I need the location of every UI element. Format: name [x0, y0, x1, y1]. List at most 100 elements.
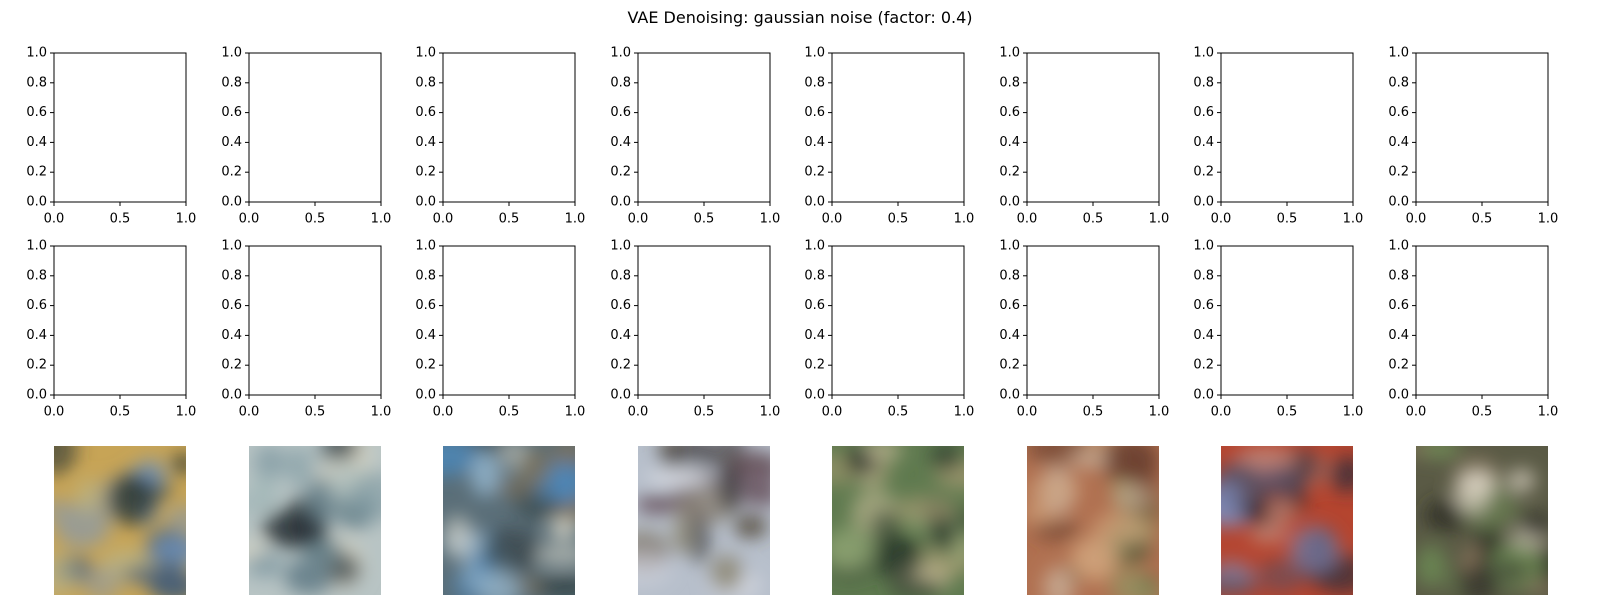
- y-tick-label-r1c5-3: 0.6: [804, 105, 825, 120]
- y-tick-label-r2c1-4: 0.8: [26, 268, 47, 283]
- x-tick-label-r2c5-1: 0.5: [888, 405, 909, 420]
- figure-title: VAE Denoising: gaussian noise (factor: 0…: [627, 8, 973, 27]
- y-tick-label-r1c7-3: 0.6: [1193, 105, 1214, 120]
- x-tick-label-r1c5-2: 1.0: [954, 212, 975, 227]
- y-tick-label-r1c4-3: 0.6: [610, 105, 631, 120]
- y-tick-label-r2c4-4: 0.8: [610, 268, 631, 283]
- axes-frame-r2c5: [831, 245, 965, 396]
- y-tick-label-r1c1-5: 1.0: [26, 46, 47, 61]
- reconstructed-image-1: [54, 446, 186, 595]
- axes-frame-r2c8: [1415, 245, 1549, 396]
- y-tick-label-r2c7-5: 1.0: [1193, 239, 1214, 254]
- y-tick-label-r1c2-4: 0.8: [221, 75, 242, 90]
- y-tick-label-r1c4-2: 0.4: [610, 135, 631, 150]
- x-tick-label-r1c2-0: 0.0: [239, 212, 260, 227]
- x-tick-label-r1c6-1: 0.5: [1083, 212, 1104, 227]
- x-tick-label-r2c5-0: 0.0: [822, 405, 843, 420]
- x-tick-label-r2c3-1: 0.5: [499, 405, 520, 420]
- x-tick-label-r2c8-2: 1.0: [1538, 405, 1559, 420]
- y-tick-label-r1c4-4: 0.8: [610, 75, 631, 90]
- image-blobs-7: [1221, 446, 1353, 595]
- x-tick-label-r1c3-1: 0.5: [499, 212, 520, 227]
- x-tick-label-r1c5-0: 0.0: [822, 212, 843, 227]
- y-tick-label-r2c5-0: 0.0: [804, 388, 825, 403]
- reconstructed-image-6: [1027, 446, 1159, 595]
- y-tick-label-r1c5-2: 0.4: [804, 135, 825, 150]
- x-tick-label-r1c4-1: 0.5: [694, 212, 715, 227]
- x-tick-label-r1c1-2: 1.0: [176, 212, 197, 227]
- y-tick-label-r1c8-2: 0.4: [1388, 135, 1409, 150]
- y-tick-label-r1c6-3: 0.6: [999, 105, 1020, 120]
- x-tick-label-r1c7-0: 0.0: [1211, 212, 1232, 227]
- x-tick-label-r2c7-2: 1.0: [1343, 405, 1364, 420]
- reconstructed-image-3: [443, 446, 575, 595]
- y-tick-label-r1c8-1: 0.2: [1388, 165, 1409, 180]
- y-tick-label-r2c2-5: 1.0: [221, 239, 242, 254]
- y-tick-label-r2c8-4: 0.8: [1388, 268, 1409, 283]
- x-tick-label-r2c4-2: 1.0: [760, 405, 781, 420]
- x-tick-label-r2c1-2: 1.0: [176, 405, 197, 420]
- axes-frame-r2c7: [1220, 245, 1354, 396]
- y-tick-label-r1c5-0: 0.0: [804, 195, 825, 210]
- axes-frame-r1c1: [53, 52, 187, 203]
- y-tick-label-r2c6-4: 0.8: [999, 268, 1020, 283]
- x-tick-label-r1c4-2: 1.0: [760, 212, 781, 227]
- axes-frame-r1c8: [1415, 52, 1549, 203]
- y-tick-label-r1c1-1: 0.2: [26, 165, 47, 180]
- y-tick-label-r1c3-4: 0.8: [415, 75, 436, 90]
- y-tick-label-r1c3-1: 0.2: [415, 165, 436, 180]
- y-tick-label-r2c1-3: 0.6: [26, 298, 47, 313]
- axes-frame-r2c1: [53, 245, 187, 396]
- x-tick-label-r1c6-0: 0.0: [1017, 212, 1038, 227]
- image-blobs-1: [54, 446, 186, 595]
- y-tick-label-r2c6-3: 0.6: [999, 298, 1020, 313]
- y-tick-label-r2c2-3: 0.6: [221, 298, 242, 313]
- y-tick-label-r1c1-4: 0.8: [26, 75, 47, 90]
- y-tick-label-r2c1-1: 0.2: [26, 358, 47, 373]
- y-tick-label-r1c5-5: 1.0: [804, 46, 825, 61]
- y-tick-label-r2c2-4: 0.8: [221, 268, 242, 283]
- x-tick-label-r2c8-1: 0.5: [1472, 405, 1493, 420]
- x-tick-label-r2c3-2: 1.0: [565, 405, 586, 420]
- y-tick-label-r1c8-5: 1.0: [1388, 46, 1409, 61]
- y-tick-label-r2c5-1: 0.2: [804, 358, 825, 373]
- axes-frame-r1c5: [831, 52, 965, 203]
- x-tick-label-r2c7-0: 0.0: [1211, 405, 1232, 420]
- y-tick-label-r1c1-3: 0.6: [26, 105, 47, 120]
- y-tick-label-r2c1-0: 0.0: [26, 388, 47, 403]
- axes-frame-r2c3: [442, 245, 576, 396]
- y-tick-label-r1c6-4: 0.8: [999, 75, 1020, 90]
- x-tick-label-r2c7-1: 0.5: [1277, 405, 1298, 420]
- y-tick-label-r2c1-5: 1.0: [26, 239, 47, 254]
- y-tick-label-r1c8-4: 0.8: [1388, 75, 1409, 90]
- y-tick-label-r1c7-1: 0.2: [1193, 165, 1214, 180]
- x-tick-label-r2c6-1: 0.5: [1083, 405, 1104, 420]
- reconstructed-image-7: [1221, 446, 1353, 595]
- y-tick-label-r2c8-3: 0.6: [1388, 298, 1409, 313]
- image-blobs-5: [832, 446, 964, 595]
- axes-frame-r1c7: [1220, 52, 1354, 203]
- y-tick-label-r1c4-5: 1.0: [610, 46, 631, 61]
- axes-frame-r2c6: [1026, 245, 1160, 396]
- y-tick-label-r1c7-4: 0.8: [1193, 75, 1214, 90]
- y-tick-label-r2c5-5: 1.0: [804, 239, 825, 254]
- x-tick-label-r1c5-1: 0.5: [888, 212, 909, 227]
- x-tick-label-r2c4-0: 0.0: [628, 405, 649, 420]
- x-tick-label-r2c6-2: 1.0: [1149, 405, 1170, 420]
- y-tick-label-r2c7-3: 0.6: [1193, 298, 1214, 313]
- y-tick-label-r2c4-5: 1.0: [610, 239, 631, 254]
- y-tick-label-r2c3-3: 0.6: [415, 298, 436, 313]
- y-tick-label-r1c4-0: 0.0: [610, 195, 631, 210]
- y-tick-label-r1c3-5: 1.0: [415, 46, 436, 61]
- y-tick-label-r1c7-0: 0.0: [1193, 195, 1214, 210]
- y-tick-label-r2c3-0: 0.0: [415, 388, 436, 403]
- axes-frame-r2c2: [248, 245, 382, 396]
- x-tick-label-r1c6-2: 1.0: [1149, 212, 1170, 227]
- x-tick-label-r2c2-1: 0.5: [305, 405, 326, 420]
- y-tick-label-r2c1-2: 0.4: [26, 328, 47, 343]
- y-tick-label-r2c8-2: 0.4: [1388, 328, 1409, 343]
- y-tick-label-r1c5-1: 0.2: [804, 165, 825, 180]
- y-tick-label-r1c1-0: 0.0: [26, 195, 47, 210]
- reconstructed-image-8: [1416, 446, 1548, 595]
